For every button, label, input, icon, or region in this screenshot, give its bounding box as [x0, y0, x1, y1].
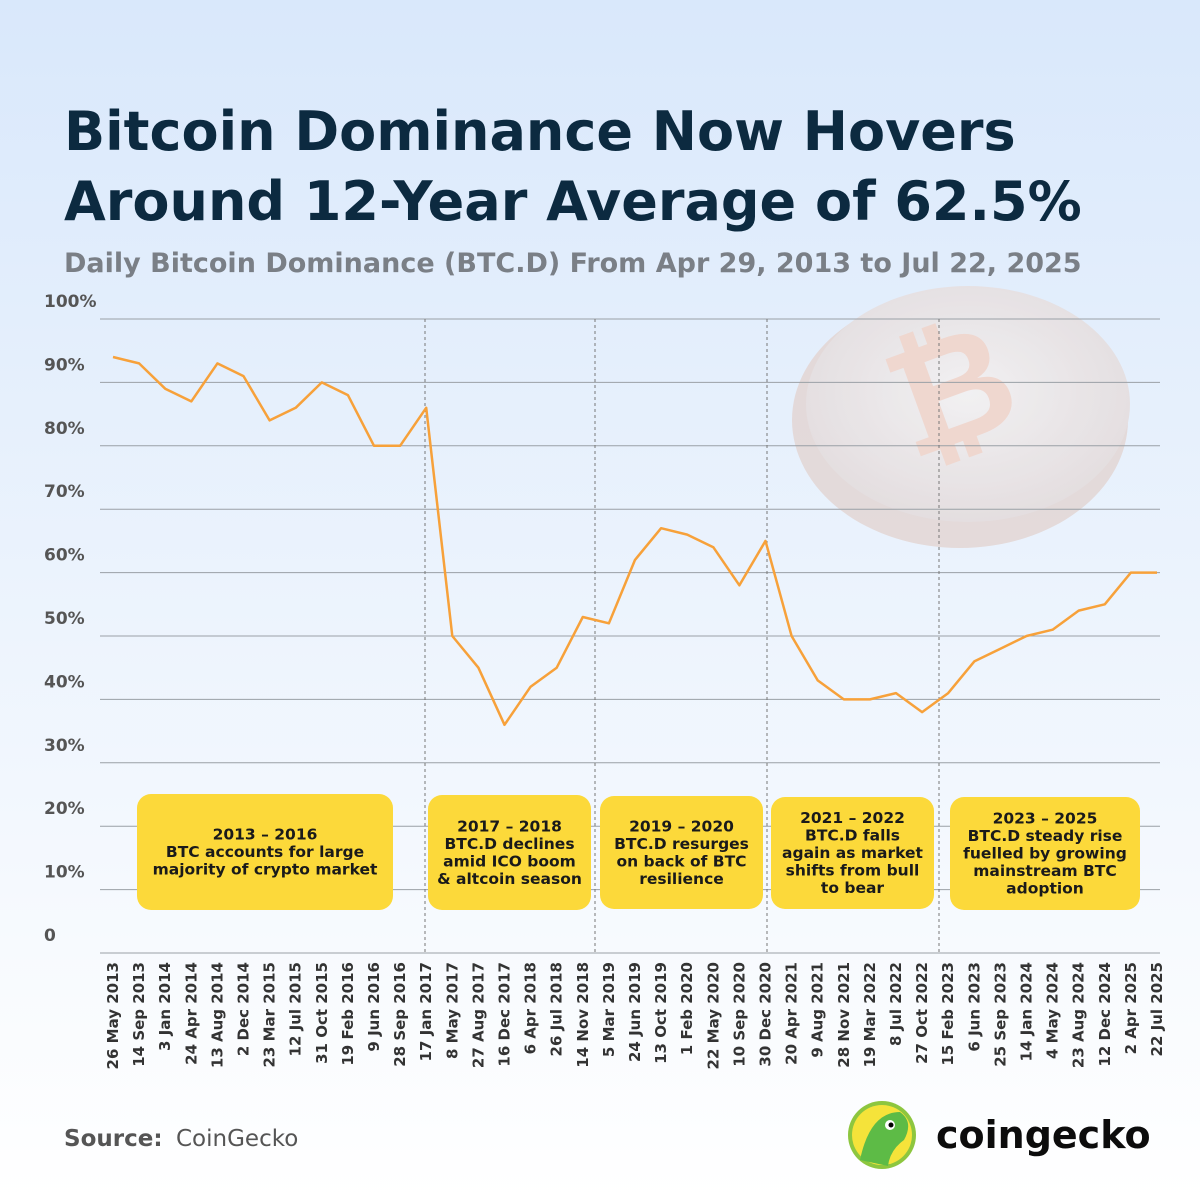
x-tick-label: 1 Feb 2020 [678, 962, 696, 1055]
annotation-text: & altcoin season [437, 870, 582, 888]
annotation-text: BTC.D declines [444, 835, 574, 853]
x-tick-label: 17 Jan 2017 [417, 962, 435, 1061]
x-tick-label: 22 Jul 2025 [1148, 962, 1166, 1056]
x-tick-label: 28 Sep 2016 [391, 962, 409, 1067]
x-tick-label: 23 Mar 2015 [261, 962, 279, 1068]
x-tick-label: 12 Jul 2015 [287, 962, 305, 1056]
annotation-text: 2021 – 2022 [800, 809, 905, 827]
annotation-text: shifts from bull [786, 862, 920, 880]
logo-icon [848, 1101, 916, 1169]
x-tick-label: 14 Jan 2024 [1018, 962, 1036, 1061]
x-tick-label: 2 Dec 2014 [235, 962, 253, 1056]
annotation-text: fuelled by growing [963, 845, 1127, 863]
x-tick-label: 26 Jul 2018 [548, 962, 566, 1056]
y-tick-label: 0 [44, 926, 56, 946]
grid: 0 10% 20% 30% 40% 50% 60% 70% 80% 90% 100% 26 May 2… [44, 292, 1166, 1069]
x-tick-label: 13 Aug 2014 [208, 962, 226, 1068]
x-tick-label: 31 Oct 2015 [313, 962, 331, 1064]
annotation-text: BTC.D resurges [614, 835, 749, 853]
logo-text: coingecko [936, 1113, 1151, 1157]
y-tick-label: 50% [44, 609, 85, 629]
x-tick-label: 10 Sep 2020 [730, 962, 748, 1067]
annotation-text: 2013 – 2016 [213, 826, 318, 844]
x-tick-label: 2 Apr 2025 [1122, 962, 1140, 1054]
x-tick-label: 19 Feb 2016 [339, 962, 357, 1066]
x-tick-label: 24 Apr 2014 [182, 962, 200, 1065]
annotation-text: on back of BTC [616, 852, 746, 870]
source-label: Source: [64, 1126, 163, 1152]
x-tick-label: 26 May 2013 [104, 962, 122, 1069]
annotation-text: mainstream BTC [973, 862, 1117, 880]
y-tick-label: 10% [44, 863, 85, 883]
annotation-text: BTC.D falls [805, 827, 900, 845]
annotation-text: BTC accounts for large [166, 843, 364, 861]
x-tick-label: 25 Sep 2023 [991, 962, 1009, 1067]
x-tick-label: 6 Jun 2023 [965, 962, 983, 1052]
x-tick-label: 13 Oct 2019 [652, 962, 670, 1064]
title: Bitcoin Dominance Now Hovers [64, 100, 1016, 163]
y-tick-label: 40% [44, 672, 85, 692]
y-tick-label: 20% [44, 799, 85, 819]
annotation-box [428, 795, 591, 910]
x-tick-label: 3 Jan 2014 [156, 962, 174, 1051]
x-tick-label: 24 Jun 2019 [626, 962, 644, 1062]
x-tick-label: 28 Nov 2021 [835, 962, 853, 1068]
plot [112, 355, 1157, 727]
data-line [112, 355, 1157, 727]
annotation-box [600, 796, 763, 909]
y-tick-label: 100% [44, 292, 97, 312]
x-tick-label: 22 May 2020 [704, 962, 722, 1069]
x-tick-label: 14 Sep 2013 [130, 962, 148, 1067]
annotation-box [771, 797, 934, 909]
x-tick-label: 16 Dec 2017 [496, 962, 514, 1067]
y-tick-label: 70% [44, 482, 85, 502]
annotation-text: to bear [821, 879, 885, 897]
y-tick-label: 30% [44, 736, 85, 756]
x-tick-label: 12 Dec 2024 [1096, 962, 1114, 1067]
annotation-text: again as market [782, 844, 923, 862]
x-tick-label: 14 Nov 2018 [574, 962, 592, 1068]
x-tick-label: 27 Aug 2017 [469, 962, 487, 1068]
annotation-text: amid ICO boom [443, 852, 576, 870]
annotation-box [137, 794, 393, 910]
x-tick-label: 8 May 2017 [443, 962, 461, 1059]
x-tick-label: 4 May 2024 [1044, 962, 1062, 1059]
y-tick-label: 80% [44, 419, 85, 439]
x-tick-label: 9 Jun 2016 [365, 962, 383, 1052]
x-tick-label: 27 Oct 2022 [913, 962, 931, 1064]
x-tick-label: 9 Aug 2021 [809, 962, 827, 1058]
annotation-text: majority of crypto market [153, 861, 378, 879]
x-tick-label: 6 Apr 2018 [522, 962, 540, 1054]
coin-decoration: ₿ [792, 286, 1130, 548]
x-tick-label: 19 Mar 2022 [861, 962, 879, 1068]
annotation-text: adoption [1006, 880, 1084, 898]
annotation-box [950, 797, 1140, 910]
source: CoinGecko [176, 1126, 298, 1152]
annotation-text: 2019 – 2020 [629, 817, 734, 835]
annotation-text: resilience [639, 870, 724, 888]
annotation-text: 2023 – 2025 [993, 810, 1098, 828]
title: Around 12-Year Average of 62.5% [64, 170, 1082, 233]
x-tick-label: 8 Jul 2022 [887, 962, 905, 1046]
subtitle: Daily Bitcoin Dominance (BTC.D) From Apr… [64, 248, 1082, 279]
x-tick-label: 23 Aug 2024 [1070, 962, 1088, 1068]
annotation-text: BTC.D steady rise [968, 827, 1123, 845]
x-tick-label: 20 Apr 2021 [783, 962, 801, 1065]
x-tick-label: 5 Mar 2019 [600, 962, 618, 1057]
y-tick-label: 60% [44, 546, 85, 566]
annotation-text: 2017 – 2018 [457, 817, 562, 835]
x-tick-label: 30 Dec 2020 [757, 962, 775, 1067]
period-dividers [424, 319, 940, 955]
x-tick-label: 15 Feb 2023 [939, 962, 957, 1066]
y-tick-label: 90% [44, 355, 85, 375]
